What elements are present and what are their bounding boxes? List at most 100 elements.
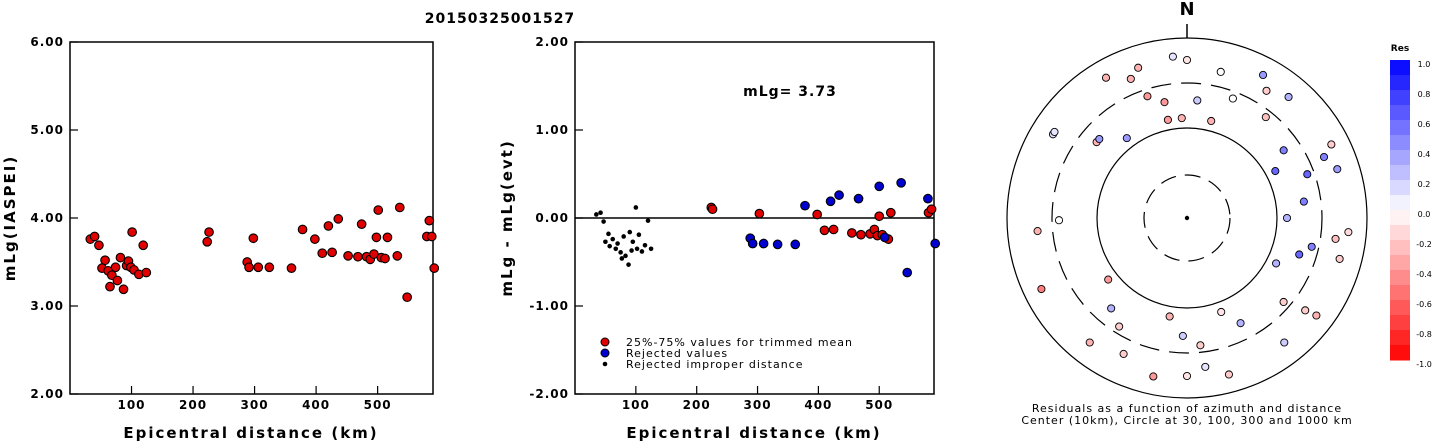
residual-colorbar: Res 1.0 0.8 0.6 0.4 0.2 0.0 -0.2 -0.4 -0.6 -0.8 -1… xyxy=(1390,44,1432,369)
data-point xyxy=(593,212,599,217)
data-point xyxy=(394,202,405,213)
chart1-x-ticks: 100 200 300 400 500 xyxy=(117,386,391,412)
data-point xyxy=(264,262,275,273)
data-point xyxy=(747,238,758,249)
data-point xyxy=(94,240,104,251)
colorbar-label: 0.0 xyxy=(1418,210,1431,219)
y-tick-label: 2.00 xyxy=(30,387,64,401)
data-point xyxy=(603,239,608,245)
colorbar-swatch xyxy=(1390,345,1410,361)
data-point xyxy=(429,263,440,274)
station-marker xyxy=(1331,234,1340,243)
data-point xyxy=(902,267,913,278)
data-point xyxy=(772,239,783,250)
colorbar-swatch xyxy=(1390,60,1410,76)
station-marker xyxy=(1333,165,1342,174)
colorbar-labels: 1.0 0.8 0.6 0.4 0.2 0.0 -0.2 -0.4 -0.6 -0.8 -1.0 xyxy=(1416,60,1432,369)
colorbar-label: 0.2 xyxy=(1418,180,1431,189)
data-point xyxy=(110,262,121,273)
station-marker xyxy=(1119,349,1128,358)
station-marker xyxy=(1224,370,1233,379)
station-marker xyxy=(1182,55,1192,65)
y-tick-label: 6.00 xyxy=(30,35,64,49)
data-point xyxy=(879,232,890,243)
x-tick-label: 200 xyxy=(179,398,207,412)
station-marker xyxy=(1228,94,1237,103)
data-point xyxy=(323,221,334,231)
station-marker xyxy=(1182,371,1192,381)
x-tick-label: 100 xyxy=(117,398,145,412)
data-point xyxy=(615,241,620,246)
x-tick-label: 400 xyxy=(302,398,330,412)
colorbar-swatch xyxy=(1390,330,1410,346)
data-point xyxy=(648,246,654,252)
data-point xyxy=(598,210,603,216)
data-point xyxy=(138,240,149,251)
station-marker xyxy=(1272,259,1281,268)
colorbar-blocks xyxy=(1390,60,1410,361)
polar-ring-100km xyxy=(1096,127,1278,309)
y-tick-label: 3.00 xyxy=(30,299,64,313)
data-point xyxy=(601,219,606,224)
station-marker xyxy=(1177,114,1186,123)
station-marker xyxy=(1163,115,1172,124)
station-marker xyxy=(1262,86,1271,95)
colorbar-swatch xyxy=(1390,240,1410,256)
data-point xyxy=(253,262,264,273)
data-point xyxy=(613,246,619,252)
polar-caption-line1: Residuals as a function of azimuth and d… xyxy=(1032,402,1342,415)
data-point xyxy=(327,247,337,258)
colorbar-swatch xyxy=(1390,315,1410,331)
colorbar-label: 1.0 xyxy=(1418,60,1431,69)
station-marker xyxy=(1236,319,1245,328)
station-marker xyxy=(1037,284,1046,294)
data-point xyxy=(333,214,344,224)
data-point xyxy=(248,233,259,244)
data-point xyxy=(353,251,363,262)
x-tick-label: 300 xyxy=(241,398,269,412)
data-point xyxy=(607,243,612,249)
chart1-x-axis-label: Epicentral distance (km) xyxy=(123,424,378,441)
data-point xyxy=(310,234,320,244)
data-point xyxy=(402,292,413,303)
data-point xyxy=(371,232,382,243)
legend-marker xyxy=(600,337,610,347)
data-point xyxy=(856,229,866,240)
polar-ring-300km xyxy=(1051,82,1323,354)
y-tick-label: 4.00 xyxy=(30,211,64,225)
chart2-x-axis-label: Epicentral distance (km) xyxy=(626,424,881,441)
azimuth-residual-plot: N Residuals as a function of azimuth and… xyxy=(1006,0,1368,427)
colorbar-swatch xyxy=(1390,150,1410,166)
colorbar-swatch xyxy=(1390,75,1410,91)
legend-label: 25%-75% values for trimmed mean xyxy=(626,336,853,349)
station-marker xyxy=(1104,275,1113,284)
legend-label: Rejected values xyxy=(626,347,728,360)
station-marker xyxy=(1122,134,1131,143)
chart1-frame xyxy=(69,41,434,395)
x-tick-label: 100 xyxy=(622,398,650,412)
colorbar-swatch xyxy=(1390,195,1410,211)
station-marker xyxy=(1085,338,1094,347)
data-point xyxy=(202,236,213,247)
station-marker xyxy=(1196,341,1205,350)
chart2-y-ticks: -2.00 -1.00 0.00 1.00 2.00 xyxy=(529,35,583,401)
colorbar-swatch xyxy=(1390,300,1410,316)
data-point xyxy=(758,238,769,249)
north-label: N xyxy=(1179,0,1194,20)
data-point xyxy=(621,234,626,239)
station-marker xyxy=(1149,372,1158,381)
chart2-x-ticks: 100 200 300 400 500 xyxy=(622,386,892,412)
magnitude-vs-distance-chart: 100 200 300 400 500 2.00 3.00 4.00 5.00 6.00 Epi… xyxy=(1,35,440,441)
station-marker xyxy=(1301,306,1310,315)
data-point xyxy=(634,246,640,252)
y-tick-label: 5.00 xyxy=(30,123,64,137)
station-marker xyxy=(1178,331,1187,340)
station-marker xyxy=(1207,116,1216,126)
colorbar-label: -0.6 xyxy=(1416,300,1432,309)
colorbar-label: -0.4 xyxy=(1416,270,1432,279)
data-point xyxy=(853,193,864,204)
data-point xyxy=(610,236,616,242)
data-point xyxy=(626,262,631,267)
data-point xyxy=(118,284,129,295)
station-marker xyxy=(1335,254,1344,263)
